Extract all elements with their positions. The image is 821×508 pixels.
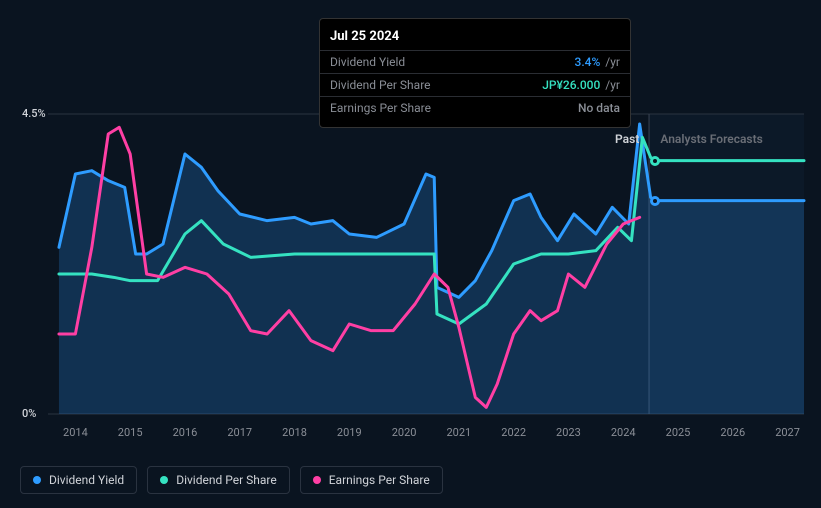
y-axis-tick-label: 0% bbox=[22, 407, 36, 420]
tooltip-row: Dividend Per Share JP¥26.000 /yr bbox=[320, 73, 630, 96]
x-axis-tick-label: 2025 bbox=[666, 426, 691, 439]
x-axis-tick-label: 2015 bbox=[118, 426, 143, 439]
legend-dot-icon bbox=[313, 476, 321, 484]
x-axis-tick-label: 2019 bbox=[337, 426, 362, 439]
tooltip-row-label: Earnings Per Share bbox=[330, 101, 431, 115]
tooltip-row-value: No data bbox=[578, 101, 620, 115]
legend-item-label: Earnings Per Share bbox=[329, 473, 430, 487]
tooltip-row-value: JP¥26.000 /yr bbox=[542, 78, 620, 92]
tooltip-title: Jul 25 2024 bbox=[320, 27, 630, 50]
y-axis-tick-label: 4.5% bbox=[22, 107, 46, 120]
x-axis-tick-label: 2023 bbox=[556, 426, 581, 439]
legend-item[interactable]: Earnings Per Share bbox=[300, 466, 443, 494]
series-marker bbox=[650, 196, 660, 206]
series-marker bbox=[650, 156, 660, 166]
x-axis-tick-label: 2018 bbox=[282, 426, 307, 439]
x-axis-tick-label: 2024 bbox=[611, 426, 636, 439]
chart-container: 0% 4.5% 2014 2015 2016 2017 2018 2019 2020 2021 2… bbox=[0, 0, 821, 508]
tooltip-row-label: Dividend Yield bbox=[330, 55, 405, 69]
tooltip-row: Earnings Per Share No data bbox=[320, 96, 630, 119]
legend-item-label: Dividend Per Share bbox=[176, 473, 277, 487]
legend-dot-icon bbox=[33, 476, 41, 484]
tooltip: Jul 25 2024 Dividend Yield3.4% /yrDivide… bbox=[319, 18, 631, 128]
section-label-forecast: Analysts Forecasts bbox=[660, 132, 762, 146]
x-axis-tick-label: 2021 bbox=[446, 426, 471, 439]
x-axis-tick-label: 2027 bbox=[775, 426, 800, 439]
legend: Dividend Yield Dividend Per Share Earnings… bbox=[20, 466, 443, 494]
tooltip-row-value: 3.4% /yr bbox=[575, 55, 620, 69]
legend-item[interactable]: Dividend Per Share bbox=[147, 466, 290, 494]
x-axis-tick-label: 2014 bbox=[63, 426, 88, 439]
section-label-past: Past bbox=[615, 132, 639, 146]
x-axis-tick-label: 2020 bbox=[392, 426, 417, 439]
tooltip-row-label: Dividend Per Share bbox=[330, 78, 431, 92]
x-axis-tick-label: 2022 bbox=[501, 426, 526, 439]
legend-item-label: Dividend Yield bbox=[49, 473, 124, 487]
x-axis-tick-label: 2017 bbox=[227, 426, 252, 439]
legend-dot-icon bbox=[160, 476, 168, 484]
x-axis-tick-label: 2026 bbox=[720, 426, 745, 439]
tooltip-row: Dividend Yield 3.4% /yr bbox=[320, 50, 630, 73]
legend-item[interactable]: Dividend Yield bbox=[20, 466, 137, 494]
plot-area[interactable] bbox=[48, 114, 804, 414]
x-axis-tick-label: 2016 bbox=[173, 426, 198, 439]
